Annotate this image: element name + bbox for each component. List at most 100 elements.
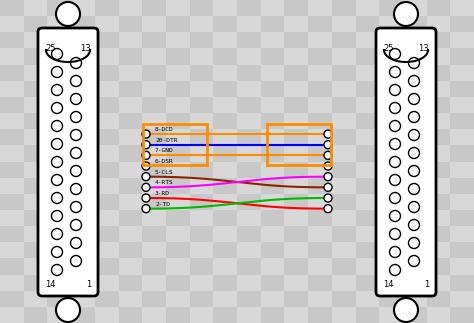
Bar (332, 275, 356, 291)
Bar (166, 97, 190, 113)
Bar (332, 291, 356, 307)
Bar (284, 81, 308, 97)
Bar (237, 242, 261, 258)
Bar (332, 226, 356, 242)
Bar (332, 113, 356, 129)
Bar (213, 242, 237, 258)
Bar (284, 210, 308, 226)
Bar (308, 226, 332, 242)
Bar (237, 275, 261, 291)
Bar (95, 97, 118, 113)
Bar (403, 0, 427, 16)
Bar (213, 258, 237, 275)
Bar (261, 210, 284, 226)
Bar (0, 16, 24, 32)
Circle shape (390, 265, 401, 276)
Bar (284, 48, 308, 65)
Bar (379, 113, 403, 129)
Bar (0, 81, 24, 97)
Bar (118, 97, 142, 113)
Bar (427, 0, 450, 16)
Circle shape (390, 193, 401, 203)
Circle shape (409, 237, 419, 248)
Bar (237, 16, 261, 32)
Bar (118, 242, 142, 258)
Bar (261, 129, 284, 145)
Bar (95, 113, 118, 129)
Bar (237, 258, 261, 275)
Text: 6-DSR: 6-DSR (155, 159, 174, 164)
Bar (166, 178, 190, 194)
Bar (379, 81, 403, 97)
Circle shape (390, 102, 401, 113)
Bar (118, 178, 142, 194)
Bar (332, 162, 356, 178)
Bar (213, 275, 237, 291)
Bar (427, 16, 450, 32)
Bar (0, 162, 24, 178)
Text: 25: 25 (383, 44, 393, 53)
Bar (403, 210, 427, 226)
Bar (308, 307, 332, 323)
Bar (71, 145, 95, 162)
Bar (450, 275, 474, 291)
Circle shape (52, 193, 63, 203)
Bar (71, 129, 95, 145)
Bar (71, 194, 95, 210)
Bar (237, 97, 261, 113)
Bar (450, 65, 474, 81)
Bar (403, 81, 427, 97)
Bar (356, 210, 379, 226)
Bar (308, 48, 332, 65)
Bar (261, 65, 284, 81)
Bar (0, 307, 24, 323)
Bar (166, 291, 190, 307)
Bar (190, 178, 213, 194)
Bar (190, 145, 213, 162)
Bar (403, 162, 427, 178)
Bar (427, 97, 450, 113)
Bar (450, 113, 474, 129)
Bar (213, 226, 237, 242)
Bar (450, 145, 474, 162)
Bar (403, 145, 427, 162)
Circle shape (142, 183, 150, 191)
Bar (284, 162, 308, 178)
Circle shape (390, 246, 401, 257)
Bar (118, 145, 142, 162)
Bar (47, 113, 71, 129)
Bar (213, 32, 237, 48)
Bar (118, 194, 142, 210)
Bar (0, 194, 24, 210)
Bar (403, 307, 427, 323)
Bar (118, 32, 142, 48)
Circle shape (71, 111, 82, 122)
Bar (95, 129, 118, 145)
Bar (71, 113, 95, 129)
Bar (24, 65, 47, 81)
Circle shape (409, 76, 419, 87)
Bar (0, 291, 24, 307)
Bar (190, 81, 213, 97)
Bar (379, 97, 403, 113)
Bar (0, 242, 24, 258)
Bar (0, 275, 24, 291)
Bar (308, 275, 332, 291)
Bar (356, 48, 379, 65)
Circle shape (71, 237, 82, 248)
Bar (95, 242, 118, 258)
Bar (237, 81, 261, 97)
Bar (213, 97, 237, 113)
Circle shape (390, 211, 401, 222)
Circle shape (52, 102, 63, 113)
Bar (71, 275, 95, 291)
Bar (24, 258, 47, 275)
Bar (47, 0, 71, 16)
Bar (0, 145, 24, 162)
Bar (71, 97, 95, 113)
Bar (213, 291, 237, 307)
Bar (71, 16, 95, 32)
Bar (24, 210, 47, 226)
Bar (142, 145, 166, 162)
Bar (356, 97, 379, 113)
